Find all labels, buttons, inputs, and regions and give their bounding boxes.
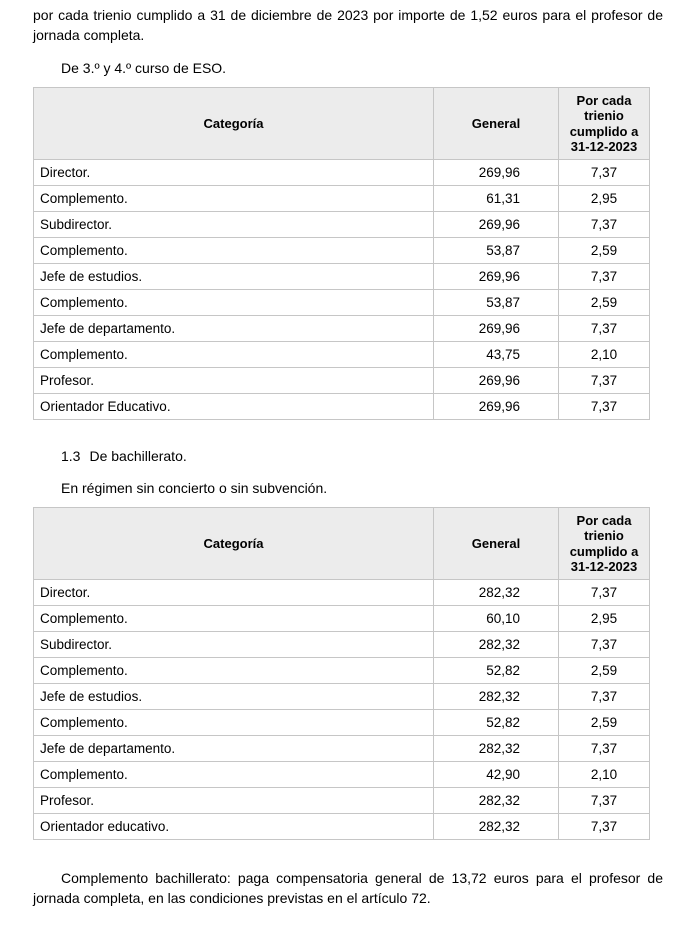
- trienio-value-cell: 7,37: [558, 367, 650, 394]
- intro-paragraph: por cada trienio cumplido a 31 de diciem…: [33, 7, 663, 43]
- eso-salary-table: Categoría General Por cada trienio cumplid…: [33, 87, 650, 420]
- category-cell: Subdirector.: [33, 211, 434, 238]
- general-value-cell: 42,90: [433, 761, 559, 788]
- table-row: Subdirector. 269,96 7,37: [33, 211, 650, 238]
- general-value-cell: 52,82: [433, 709, 559, 736]
- general-value-cell: 53,87: [433, 237, 559, 264]
- trienio-value-cell: 2,59: [558, 237, 650, 264]
- trienio-value-cell: 7,37: [558, 683, 650, 710]
- category-cell: Director.: [33, 579, 434, 606]
- table-header-row: Categoría General Por cada trienio cumplid…: [33, 87, 650, 160]
- general-value-cell: 60,10: [433, 605, 559, 632]
- column-header: Categoría: [33, 507, 434, 580]
- trienio-value-cell: 7,37: [558, 579, 650, 606]
- table-header-row: Categoría General Por cada trienio cumplid…: [33, 507, 650, 580]
- trienio-value-cell: 2,59: [558, 709, 650, 736]
- column-header: Por cada trienio cumplido a 31-12-2023: [558, 507, 650, 580]
- trienio-value-cell: 7,37: [558, 735, 650, 762]
- general-value-cell: 282,32: [433, 683, 559, 710]
- category-cell: Subdirector.: [33, 631, 434, 658]
- table-row: Director. 269,96 7,37: [33, 159, 650, 186]
- category-cell: Complemento.: [33, 761, 434, 788]
- trienio-value-cell: 7,37: [558, 631, 650, 658]
- table-row: Jefe de estudios. 269,96 7,37: [33, 263, 650, 290]
- category-cell: Complemento.: [33, 605, 434, 632]
- table-row: Complemento. 53,87 2,59: [33, 237, 650, 264]
- category-cell: Complemento.: [33, 341, 434, 368]
- category-cell: Profesor.: [33, 787, 434, 814]
- category-cell: Orientador educativo.: [33, 813, 434, 840]
- trienio-value-cell: 2,59: [558, 657, 650, 684]
- trienio-value-cell: 2,10: [558, 761, 650, 788]
- trienio-value-cell: 7,37: [558, 211, 650, 238]
- column-header: Por cada trienio cumplido a 31-12-2023: [558, 87, 650, 160]
- category-cell: Complemento.: [33, 237, 434, 264]
- table-row: Complemento. 52,82 2,59: [33, 709, 650, 736]
- category-cell: Complemento.: [33, 657, 434, 684]
- trienio-value-cell: 7,37: [558, 263, 650, 290]
- table-row: Complemento. 52,82 2,59: [33, 657, 650, 684]
- general-value-cell: 43,75: [433, 341, 559, 368]
- category-cell: Jefe de departamento.: [33, 735, 434, 762]
- general-value-cell: 269,96: [433, 315, 559, 342]
- bachillerato-salary-table: Categoría General Por cada trienio cumplid…: [33, 507, 650, 840]
- table-row: Complemento. 42,90 2,10: [33, 761, 650, 788]
- column-header: General: [433, 87, 559, 160]
- closing-paragraph: Complemento bachillerato: paga compensat…: [33, 870, 663, 906]
- table-row: Subdirector. 282,32 7,37: [33, 631, 650, 658]
- category-cell: Complemento.: [33, 709, 434, 736]
- bachillerato-intro: En régimen sin concierto o sin subvenció…: [61, 480, 328, 496]
- table-row: Complemento. 53,87 2,59: [33, 289, 650, 316]
- general-value-cell: 269,96: [433, 159, 559, 186]
- category-cell: Jefe de estudios.: [33, 263, 434, 290]
- general-value-cell: 269,96: [433, 393, 559, 420]
- category-cell: Complemento.: [33, 185, 434, 212]
- table-row: Complemento. 60,10 2,95: [33, 605, 650, 632]
- table-row: Director. 282,32 7,37: [33, 579, 650, 606]
- general-value-cell: 282,32: [433, 787, 559, 814]
- trienio-value-cell: 7,37: [558, 159, 650, 186]
- category-cell: Director.: [33, 159, 434, 186]
- table-row: Orientador educativo. 282,32 7,37: [33, 813, 650, 840]
- category-cell: Jefe de estudios.: [33, 683, 434, 710]
- general-value-cell: 282,32: [433, 735, 559, 762]
- general-value-cell: 61,31: [433, 185, 559, 212]
- trienio-value-cell: 2,59: [558, 289, 650, 316]
- section-heading: 1.3 De bachillerato.: [33, 446, 663, 466]
- section-number: 1.3: [61, 448, 81, 464]
- general-value-cell: 269,96: [433, 263, 559, 290]
- general-value-cell: 282,32: [433, 631, 559, 658]
- eso-heading: De 3.º y 4.º curso de ESO.: [61, 60, 227, 76]
- trienio-value-cell: 7,37: [558, 813, 650, 840]
- trienio-value-cell: 7,37: [558, 787, 650, 814]
- table-row: Profesor. 282,32 7,37: [33, 787, 650, 814]
- trienio-value-cell: 7,37: [558, 315, 650, 342]
- table-row: Orientador Educativo. 269,96 7,37: [33, 393, 650, 420]
- trienio-value-cell: 7,37: [558, 393, 650, 420]
- general-value-cell: 282,32: [433, 813, 559, 840]
- general-value-cell: 282,32: [433, 579, 559, 606]
- table-row: Jefe de estudios. 282,32 7,37: [33, 683, 650, 710]
- general-value-cell: 52,82: [433, 657, 559, 684]
- table-row: Complemento. 43,75 2,10: [33, 341, 650, 368]
- section-title: De bachillerato.: [89, 448, 187, 464]
- trienio-value-cell: 2,95: [558, 185, 650, 212]
- column-header: General: [433, 507, 559, 580]
- trienio-value-cell: 2,10: [558, 341, 650, 368]
- general-value-cell: 269,96: [433, 211, 559, 238]
- table-row: Jefe de departamento. 282,32 7,37: [33, 735, 650, 762]
- category-cell: Orientador Educativo.: [33, 393, 434, 420]
- table-row: Complemento. 61,31 2,95: [33, 185, 650, 212]
- trienio-value-cell: 2,95: [558, 605, 650, 632]
- general-value-cell: 269,96: [433, 367, 559, 394]
- column-header: Categoría: [33, 87, 434, 160]
- category-cell: Profesor.: [33, 367, 434, 394]
- table-row: Jefe de departamento. 269,96 7,37: [33, 315, 650, 342]
- table-row: Profesor. 269,96 7,37: [33, 367, 650, 394]
- general-value-cell: 53,87: [433, 289, 559, 316]
- category-cell: Jefe de departamento.: [33, 315, 434, 342]
- category-cell: Complemento.: [33, 289, 434, 316]
